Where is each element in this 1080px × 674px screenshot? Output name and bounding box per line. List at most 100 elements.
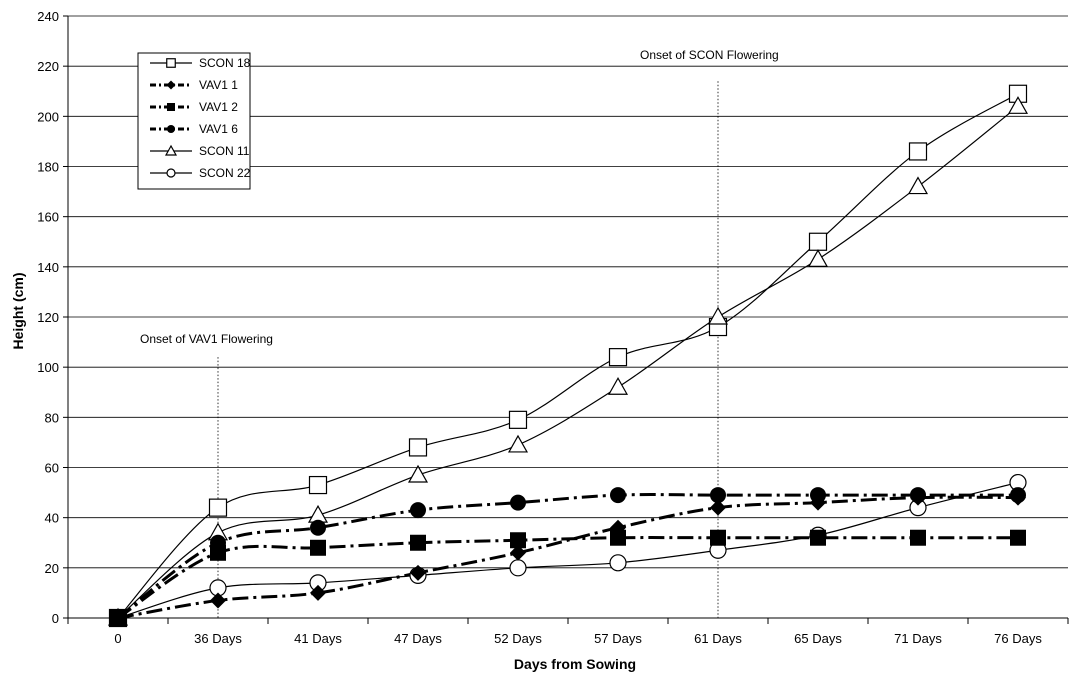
y-tick-label: 80 — [45, 410, 59, 425]
y-axis-title: Height (cm) — [10, 273, 26, 350]
point-vav1-1 — [210, 592, 226, 609]
x-tick-label: 65 Days — [794, 631, 842, 646]
point-scon-18 — [408, 438, 428, 457]
point-vav1-2 — [610, 529, 626, 546]
y-tick-label: 20 — [45, 561, 59, 576]
series-line-scon-22 — [117, 481, 1019, 619]
y-tick-label: 140 — [37, 260, 59, 275]
point-vav1-1 — [910, 489, 926, 506]
point-scon-11 — [1007, 96, 1029, 114]
y-tick-label: 120 — [37, 310, 59, 325]
y-tick-label: 40 — [45, 511, 59, 526]
point-scon-18 — [208, 498, 228, 517]
x-tick-label: 36 Days — [194, 631, 242, 646]
series-markers-vav1-2 — [110, 529, 1026, 626]
point-vav1-6 — [310, 519, 326, 536]
x-tick-label: 61 Days — [694, 631, 742, 646]
legend-label: SCON 18 — [199, 56, 251, 70]
point-scon-22 — [509, 559, 527, 577]
series-markers-scon-18 — [108, 84, 1028, 628]
legend-marker — [167, 125, 175, 133]
y-tick-label: 200 — [37, 109, 59, 124]
x-tick-label: 71 Days — [894, 631, 942, 646]
y-tick-label: 0 — [52, 611, 59, 626]
x-tick-label: 57 Days — [594, 631, 642, 646]
series-line-scon-11 — [117, 105, 1019, 619]
legend-marker — [166, 80, 176, 90]
point-vav1-1 — [810, 494, 826, 511]
point-vav1-2 — [310, 539, 326, 556]
legend-label: VAV1 2 — [199, 100, 238, 114]
point-scon-11 — [907, 176, 929, 195]
legend-item-scon-11: SCON 11 — [150, 144, 250, 158]
point-vav1-1 — [310, 584, 326, 601]
legend-item-vav1-6: VAV1 6 — [150, 122, 238, 136]
series-line-vav1-2 — [117, 536, 1018, 620]
series-markers-scon-11 — [107, 96, 1029, 626]
point-scon-18 — [508, 410, 528, 429]
x-tick-label: 47 Days — [394, 631, 442, 646]
point-vav1-2 — [210, 544, 226, 561]
series-layer — [107, 84, 1029, 628]
legend-item-scon-22: SCON 22 — [150, 166, 251, 180]
y-tick-label: 240 — [37, 9, 59, 24]
y-tick-label: 160 — [37, 210, 59, 225]
point-vav1-6 — [710, 487, 726, 504]
legend-item-vav1-2: VAV1 2 — [150, 100, 238, 114]
point-vav1-2 — [910, 529, 926, 546]
point-vav1-1 — [410, 564, 426, 581]
legend-marker — [167, 103, 175, 111]
legend-marker — [166, 58, 176, 68]
point-scon-18 — [808, 232, 828, 251]
point-vav1-2 — [410, 534, 426, 551]
point-vav1-2 — [810, 529, 826, 546]
legend-label: SCON 22 — [199, 166, 251, 180]
y-tick-label: 100 — [37, 360, 59, 375]
x-tick-label: 41 Days — [294, 631, 342, 646]
legend-item-scon-18: SCON 18 — [150, 56, 251, 70]
point-vav1-1 — [610, 519, 626, 536]
point-vav1-1 — [510, 544, 526, 561]
series-line-vav1-6 — [117, 493, 1018, 620]
series-markers-vav1-1 — [110, 489, 1026, 626]
flowering-markers — [217, 81, 719, 618]
annotation-scon-flowering: Onset of SCON Flowering — [640, 48, 779, 62]
point-scon-11 — [407, 464, 429, 483]
point-scon-11 — [607, 377, 629, 395]
point-vav1-6 — [610, 487, 626, 504]
legend: SCON 18 VAV1 1 VAV1 2 VAV1 6 SCON 11 SCON 22 — [137, 52, 251, 190]
y-tick-label: 60 — [45, 461, 59, 476]
x-tick-label: 52 Days — [494, 631, 542, 646]
legend-marker — [166, 168, 176, 178]
point-vav1-1 — [1010, 489, 1026, 506]
series-line-vav1-1 — [117, 495, 1019, 620]
point-vav1-6 — [510, 494, 526, 511]
x-tick-label: 0 — [114, 631, 121, 646]
point-scon-18 — [908, 142, 928, 161]
series-line-scon-18 — [117, 93, 1019, 619]
point-vav1-2 — [1010, 529, 1026, 546]
annotation-vav1-flowering: Onset of VAV1 Flowering — [140, 332, 273, 346]
x-tick-label: 76 Days — [994, 631, 1042, 646]
legend-marker — [164, 144, 178, 156]
legend-box — [137, 52, 251, 190]
point-scon-22 — [609, 554, 627, 572]
point-vav1-2 — [510, 532, 526, 549]
legend-label: VAV1 6 — [199, 122, 238, 136]
y-tick-label: 180 — [37, 160, 59, 175]
point-scon-11 — [507, 434, 529, 453]
legend-label: VAV1 1 — [199, 78, 238, 92]
tick-labels: 0 20 40 60 80 100 120 140 160 180 200 220 240 0 36 Day… — [37, 9, 1042, 646]
series-markers-vav1-6 — [110, 487, 1026, 626]
point-scon-11 — [707, 306, 729, 325]
y-tick-label: 220 — [37, 59, 59, 74]
point-scon-18 — [608, 348, 628, 367]
legend-item-vav1-1: VAV1 1 — [150, 78, 238, 92]
point-vav1-6 — [410, 502, 426, 519]
x-axis-title: Days from Sowing — [514, 656, 636, 672]
point-scon-11 — [807, 249, 829, 267]
point-vav1-2 — [710, 529, 726, 546]
legend-label: SCON 11 — [199, 144, 250, 158]
point-scon-18 — [308, 475, 328, 495]
